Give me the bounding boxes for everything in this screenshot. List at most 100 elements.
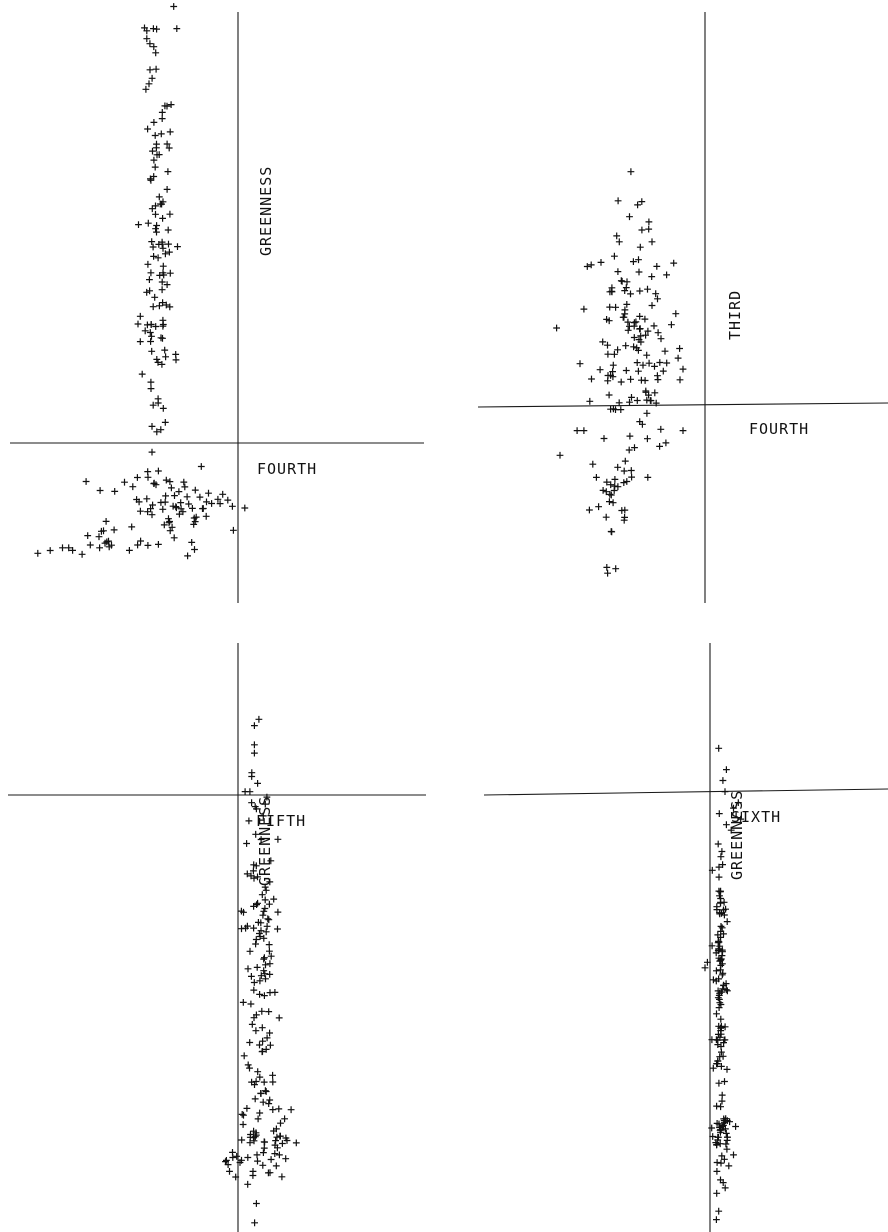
scatter-point: [134, 320, 142, 328]
scatter-point: [717, 934, 724, 941]
scatter-point: [606, 498, 613, 505]
scatter-point: [259, 1098, 267, 1106]
scatter-point: [168, 484, 175, 492]
scatter-point: [136, 338, 144, 345]
scatter-point: [715, 873, 723, 881]
scatter-point: [158, 286, 166, 294]
y-axis-label: THIRD: [726, 290, 744, 340]
scatter-point: [149, 243, 157, 251]
scatter-point: [266, 1029, 273, 1037]
scatter-point: [617, 378, 625, 386]
scatter-point: [716, 1140, 724, 1148]
scatter-point: [623, 301, 631, 308]
scatter-point: [730, 804, 737, 812]
scatter-point: [713, 1168, 721, 1175]
scatter-point: [259, 1161, 267, 1169]
scatter-point: [714, 1041, 722, 1048]
scatter-point: [732, 1123, 739, 1130]
scatter-point: [248, 973, 255, 980]
scatter-point: [251, 1133, 259, 1141]
scatter-point: [129, 483, 137, 491]
scatter-point: [249, 1172, 257, 1179]
scatter-point: [161, 498, 169, 506]
scatter-point: [155, 541, 162, 548]
scatter-point: [723, 1066, 731, 1073]
scatter-point: [599, 338, 607, 346]
scatter-point: [593, 474, 600, 481]
scatter-point: [155, 241, 163, 248]
scatter-point: [162, 492, 169, 500]
scatter-point: [262, 928, 270, 936]
scatter-point: [720, 1115, 728, 1123]
scatter-point: [148, 332, 155, 340]
scatter-point: [252, 1078, 260, 1085]
scatter-point: [238, 1156, 245, 1164]
scatter-point: [269, 1071, 276, 1079]
scatter-point: [721, 788, 729, 795]
scatter-point: [162, 250, 169, 258]
scatter-point: [262, 961, 269, 969]
scatter-point: [713, 1216, 720, 1223]
scatter-point: [191, 546, 198, 553]
scatter-point: [603, 478, 611, 486]
scatter-point: [252, 862, 260, 870]
scatter-point: [191, 486, 199, 494]
scatter-point: [189, 505, 196, 512]
scatter-point: [244, 1180, 252, 1188]
scatter-point: [69, 547, 76, 554]
scatter-point: [716, 999, 724, 1007]
scatter-point: [709, 1133, 717, 1140]
scatter-point: [653, 263, 661, 270]
scatter-point: [719, 861, 726, 868]
scatter-point: [152, 65, 160, 73]
scatter-point: [622, 284, 630, 291]
scatter-point: [623, 478, 631, 485]
scatter-point: [96, 544, 103, 552]
scatter-point: [645, 225, 653, 233]
y-axis-label: GREENNESS: [257, 166, 275, 256]
scatter-point: [153, 356, 161, 363]
scatter-point: [174, 243, 181, 250]
scatter-point: [600, 435, 608, 442]
scatter-point: [631, 319, 638, 326]
scatter-point: [712, 977, 720, 985]
scatter-point: [717, 1027, 725, 1034]
scatter-point: [144, 542, 152, 549]
scatter-point: [718, 1063, 725, 1070]
scatter-point: [724, 1133, 731, 1141]
scatter-point: [166, 248, 173, 256]
scatter-point: [609, 361, 617, 369]
scatter-point: [626, 432, 634, 440]
scatter-point: [723, 1117, 731, 1124]
scatter-point: [161, 102, 169, 110]
scatter-point: [648, 238, 656, 246]
scatter-point: [654, 376, 662, 383]
scatter-point: [257, 1090, 265, 1097]
scatter-point: [639, 420, 646, 428]
scatter-point: [652, 290, 660, 298]
scatter-point: [634, 201, 641, 209]
scatter-point: [170, 534, 178, 542]
scatter-point: [624, 318, 632, 326]
scatter-points: [553, 168, 687, 577]
scatter-point: [701, 964, 709, 972]
scatter-point: [708, 942, 716, 950]
scatter-point: [716, 909, 723, 917]
scatter-point: [608, 528, 616, 536]
scatter-point: [281, 1115, 288, 1123]
scatter-point: [163, 140, 171, 148]
scatter-point: [164, 226, 172, 234]
scatter-point: [615, 399, 623, 407]
scatter-point: [266, 960, 274, 968]
scatter-point: [101, 539, 109, 547]
scatter-point: [141, 327, 149, 335]
scatter-point: [633, 397, 641, 404]
scatter-point: [258, 1007, 266, 1015]
scatter-point: [715, 810, 723, 817]
scatter-point: [260, 1078, 268, 1086]
scatter-point: [721, 1184, 729, 1192]
scatter-point: [714, 1136, 722, 1144]
scatter-point: [670, 259, 678, 267]
scatter-point: [737, 815, 745, 823]
scatter-point: [633, 359, 641, 366]
